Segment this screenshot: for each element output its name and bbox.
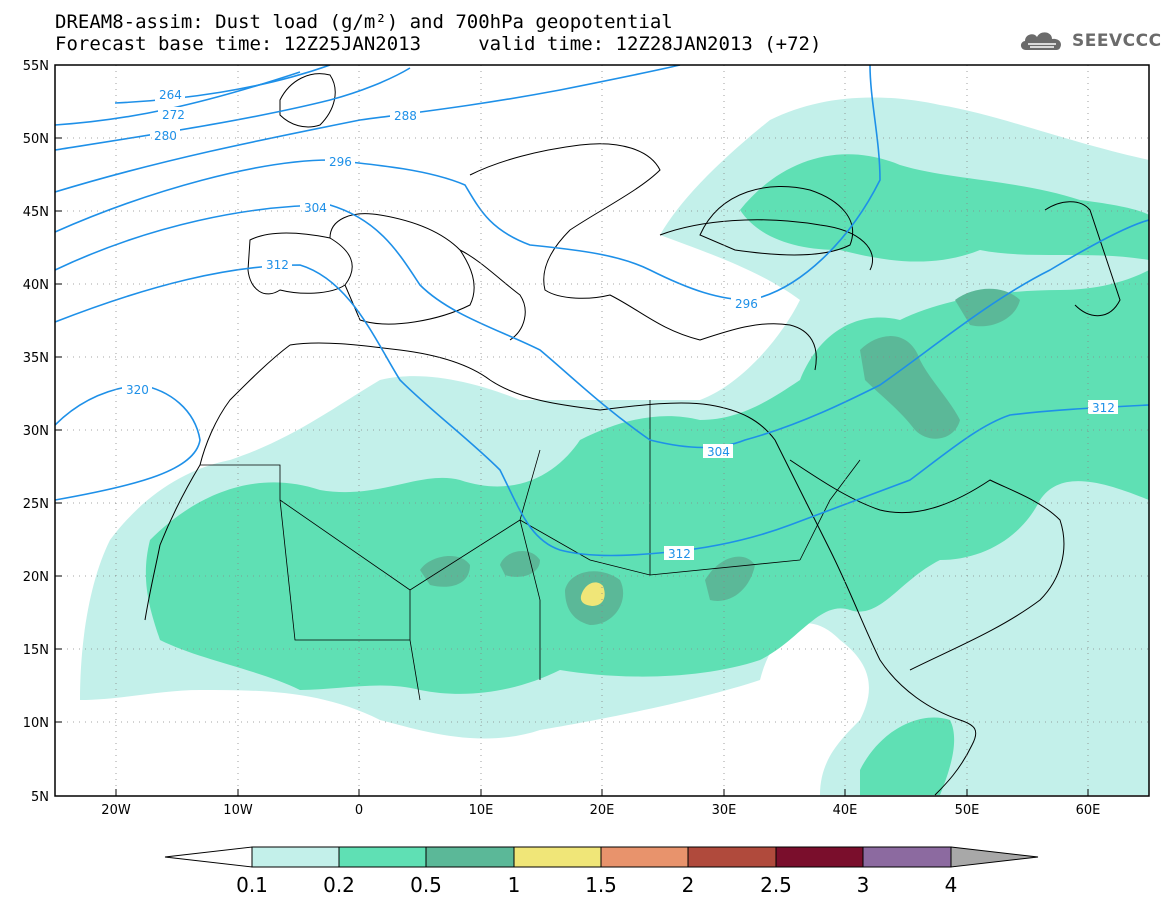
- dust-region-dark: [420, 288, 1020, 625]
- colorbar-tick-0.1: 0.1: [236, 873, 268, 897]
- dust-region-medium: [145, 154, 1149, 795]
- coast-arabia: [789, 459, 1065, 671]
- lat-ticks: [55, 64, 62, 797]
- colorbar-tick-2: 2: [682, 873, 695, 897]
- contour-264: [114, 65, 331, 104]
- lon-ticks: [115, 789, 1089, 796]
- colorbar-tick-0.5: 0.5: [410, 873, 442, 897]
- contour-304: [55, 204, 1149, 449]
- contour-label-272: 272: [162, 108, 185, 122]
- coast-europe: [247, 143, 873, 371]
- lon-label-10e: 10E: [469, 803, 494, 818]
- lat-label-45n: 45N: [23, 205, 49, 220]
- colorbar-bin-6: [687, 846, 777, 868]
- colorbar-arrow-right: [950, 846, 1039, 868]
- cloud-icon: [1020, 32, 1062, 50]
- lon-label-0: 0: [355, 803, 363, 818]
- lat-label-10n: 10N: [23, 716, 49, 731]
- colorbar-tick-1.5: 1.5: [585, 873, 617, 897]
- colorbar-bin-1: [251, 846, 340, 868]
- seevccc-logo: SEEVCCC: [1018, 28, 1162, 54]
- colorbar-bin-2: [338, 846, 427, 868]
- dust-shading: [80, 97, 1149, 795]
- lon-label-30e: 30E: [712, 803, 737, 818]
- colorbar-tick-2.5: 2.5: [760, 873, 792, 897]
- colorbar-bin-8: [862, 846, 952, 868]
- colorbar: [164, 846, 1039, 868]
- colorbar-bin-5: [600, 846, 689, 868]
- grid-lines: [55, 65, 1149, 796]
- contour-label-312-east: 312: [1092, 401, 1115, 415]
- contour-280: [55, 67, 411, 151]
- lat-labels: 55N 50N 45N 40N 35N 30N 25N 20N 15N 10N …: [23, 59, 49, 805]
- lon-label-60e: 60E: [1076, 803, 1101, 818]
- contour-label-280: 280: [154, 129, 177, 143]
- contour-label-296-east: 296: [735, 297, 758, 311]
- contour-288: [55, 65, 681, 193]
- lat-label-20n: 20N: [23, 570, 49, 585]
- lat-label-55n: 55N: [23, 59, 49, 74]
- lat-label-40n: 40N: [23, 278, 49, 293]
- coast-blacksea: [699, 185, 854, 256]
- colorbar-arrow-left: [164, 846, 253, 868]
- coast-caspian: [1044, 201, 1121, 317]
- dust-region-max: [580, 582, 605, 606]
- lon-label-20e: 20E: [590, 803, 615, 818]
- contour-label-264: 264: [159, 88, 182, 102]
- lat-label-50n: 50N: [23, 132, 49, 147]
- chart-subtitle: Forecast base time: 12Z25JAN2013 valid t…: [55, 33, 822, 55]
- chart-title: DREAM8-assim: Dust load (g/m²) and 700hP…: [55, 11, 673, 33]
- colorbar-tick-4: 4: [945, 873, 958, 897]
- contour-320: [55, 384, 201, 501]
- lon-label-10w: 10W: [223, 803, 253, 818]
- colorbar-bin-3: [425, 846, 515, 868]
- lat-label-35n: 35N: [23, 351, 49, 366]
- colorbar-bin-7: [775, 846, 864, 868]
- logo-text: SEEVCCC: [1072, 31, 1162, 51]
- contour-label-320: 320: [126, 383, 149, 397]
- lon-label-20w: 20W: [101, 803, 131, 818]
- colorbar-tick-3: 3: [857, 873, 870, 897]
- contour-312: [55, 264, 1149, 557]
- contour-296: [55, 65, 881, 301]
- colorbar-bin-4: [513, 846, 602, 868]
- borders: [200, 400, 861, 701]
- lon-labels: 20W 10W 0 10E 20E 30E 40E 50E 60E: [101, 803, 1100, 818]
- lon-label-50e: 50E: [955, 803, 980, 818]
- contour-label-296-west: 296: [329, 155, 352, 169]
- coast-britain: [279, 73, 336, 128]
- contour-labels: 264 272 280 288 296 296 304 304 312 312 …: [122, 87, 1118, 561]
- lat-label-25n: 25N: [23, 497, 49, 512]
- colorbar-tick-1: 1: [508, 873, 521, 897]
- lat-label-15n: 15N: [23, 643, 49, 658]
- contour-label-312-mid: 312: [668, 547, 691, 561]
- contour-label-304-east: 304: [707, 445, 730, 459]
- contour-label-288: 288: [394, 109, 417, 123]
- colorbar-tick-0.2: 0.2: [323, 873, 355, 897]
- lat-label-30n: 30N: [23, 424, 49, 439]
- contour-label-312-west: 312: [266, 258, 289, 272]
- lat-label-5n: 5N: [31, 790, 49, 805]
- coastlines: [144, 73, 1121, 796]
- contour-label-304-west: 304: [304, 201, 327, 215]
- lon-label-40e: 40E: [833, 803, 858, 818]
- colorbar-labels: 0.1 0.2 0.5 1 1.5 2 2.5 3 4: [236, 873, 957, 897]
